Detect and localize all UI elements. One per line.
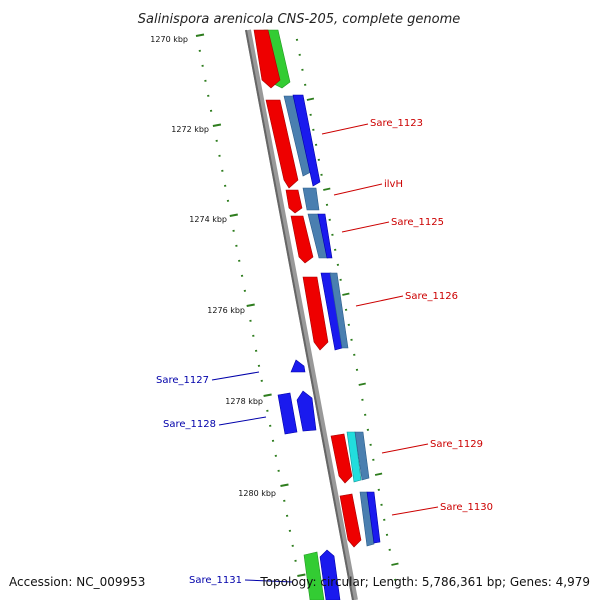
gene-sare-1130[interactable]: Sare_1130 xyxy=(339,491,493,548)
label-sare-1128[interactable]: Sare_1128 xyxy=(163,419,216,430)
label-sare-1126[interactable]: Sare_1126 xyxy=(405,291,458,302)
genome-backbone xyxy=(245,29,358,600)
ruler-label-1272: 1272 kbp xyxy=(171,125,209,134)
top-feature-block xyxy=(253,29,291,89)
leader-sare-1131 xyxy=(244,579,294,583)
label-sare-1129[interactable]: Sare_1129 xyxy=(430,439,483,450)
gene-sare-1127[interactable]: Sare_1127 xyxy=(156,359,306,386)
map-title: Salinispora arenicola CNS-205, complete … xyxy=(138,12,460,27)
label-sare-1127[interactable]: Sare_1127 xyxy=(156,375,209,386)
ruler-tick xyxy=(297,573,306,577)
leader-sare-1128 xyxy=(218,416,267,426)
label-sare-1131[interactable]: Sare_1131 xyxy=(189,575,242,586)
ruler-track xyxy=(195,33,399,581)
leader-sare-1123 xyxy=(321,123,369,135)
ruler-tick xyxy=(280,483,289,487)
ruler-tick xyxy=(306,97,315,101)
ruler-label-1278: 1278 kbp xyxy=(225,397,263,406)
label-sare-1125[interactable]: Sare_1125 xyxy=(391,217,444,228)
ruler-tick xyxy=(212,123,222,127)
gene-sare-1131[interactable]: Sare_1131 xyxy=(189,549,341,600)
leader-sare-1126 xyxy=(355,295,404,307)
label-sare-1123[interactable]: Sare_1123 xyxy=(370,118,423,129)
ruler-tick xyxy=(323,187,331,191)
gene-sare-1129[interactable]: Sare_1129 xyxy=(330,431,483,484)
label-sare-1130[interactable]: Sare_1130 xyxy=(440,502,493,513)
leader-sare-1130 xyxy=(391,506,439,516)
topology-text: Topology: circular; Length: 5,786,361 bp… xyxy=(259,575,590,589)
ruler-labels: 1270 kbp 1272 kbp 1274 kbp 1276 kbp 1278… xyxy=(150,35,276,498)
ruler-label-1274: 1274 kbp xyxy=(189,215,227,224)
accession-text: Accession: NC_009953 xyxy=(9,575,145,589)
ruler-label-1280: 1280 kbp xyxy=(238,489,276,498)
ruler-tick xyxy=(263,393,272,397)
leader-sare-1125 xyxy=(341,221,390,233)
leader-ilvh xyxy=(333,183,383,196)
gene-sare-1123[interactable]: Sare_1123 xyxy=(265,94,423,189)
gene-sare-1128[interactable]: Sare_1128 xyxy=(163,390,317,435)
gene-sare-1125[interactable]: Sare_1125 xyxy=(290,213,444,264)
ruler-label-1270: 1270 kbp xyxy=(150,35,188,44)
leader-sare-1127 xyxy=(211,371,260,381)
ruler-label-1276: 1276 kbp xyxy=(207,306,245,315)
ruler-tick xyxy=(391,562,399,566)
ruler-tick xyxy=(246,303,255,307)
ruler-tick xyxy=(374,472,383,476)
ruler-tick xyxy=(195,33,205,37)
ruler-tick xyxy=(229,213,238,217)
label-ilvh[interactable]: ilvH xyxy=(384,179,403,190)
ruler-tick xyxy=(342,292,350,296)
gene-sare-1126[interactable]: Sare_1126 xyxy=(302,272,458,351)
leader-sare-1129 xyxy=(381,443,429,454)
ruler-tick xyxy=(358,382,366,386)
gene-ilvh[interactable]: ilvH xyxy=(285,179,403,214)
